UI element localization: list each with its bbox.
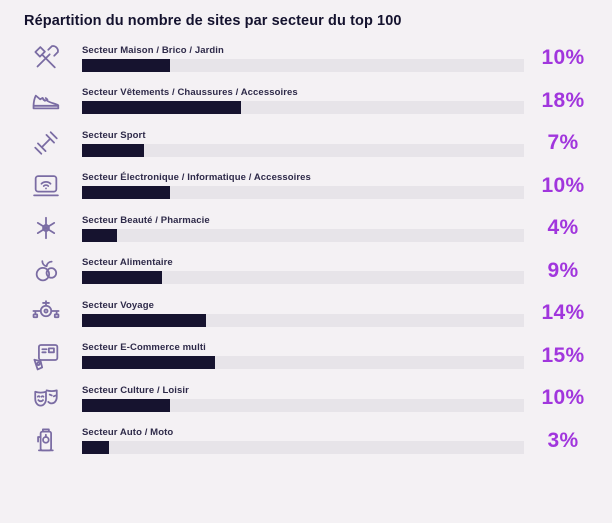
dumbbell-icon (24, 126, 68, 160)
bar-fill (82, 186, 171, 200)
laptop-wifi-icon (24, 169, 68, 203)
sector-label: Secteur Alimentaire (82, 257, 173, 269)
bar-track (82, 271, 524, 285)
bar-fill (82, 271, 162, 285)
percent-value: 15% (541, 343, 585, 367)
bar-track (82, 441, 524, 455)
sector-label: Secteur Sport (82, 129, 146, 141)
percent-value: 4% (547, 216, 579, 240)
sector-label: Secteur Électronique / Informatique / Ac… (82, 172, 311, 184)
chart-row: Secteur Maison / Brico / Jardin 10% (0, 37, 612, 80)
percent-value: 10% (541, 386, 585, 410)
chart-row: Secteur Sport 7% (0, 122, 612, 165)
bar-fill (82, 101, 242, 115)
bar-track (82, 58, 524, 72)
bar-track (82, 228, 524, 242)
percent-value: 18% (541, 88, 585, 112)
chart-row: Secteur Culture / Loisir 10% (0, 377, 612, 420)
sector-label: Secteur Culture / Loisir (82, 384, 189, 396)
chart-row: Secteur Alimentaire 9% (0, 250, 612, 293)
bar-track (82, 356, 524, 370)
percent-value: 10% (541, 173, 585, 197)
chart-row: Secteur Électronique / Informatique / Ac… (0, 165, 612, 208)
bar-fill (82, 143, 144, 157)
bar-chart: Secteur Maison / Brico / Jardin 10% Sect… (0, 37, 612, 462)
sector-label: Secteur Voyage (82, 299, 154, 311)
bar-fill (82, 58, 171, 72)
bar-track (82, 398, 524, 412)
bar-fill (82, 228, 118, 242)
airplane-icon (24, 296, 68, 330)
bar-track (82, 313, 524, 327)
bar-track (82, 143, 524, 157)
bar-track (82, 101, 524, 115)
bar-fill (82, 441, 109, 455)
fuel-pump-icon (24, 424, 68, 458)
sector-label: Secteur E-Commerce multi (82, 342, 206, 354)
bar-fill (82, 398, 171, 412)
sector-label: Secteur Vêtements / Chaussures / Accesso… (82, 87, 298, 99)
percent-value: 10% (541, 46, 585, 70)
bar-track (82, 186, 524, 200)
food-icon (24, 254, 68, 288)
chart-row: Secteur Beauté / Pharmacie 4% (0, 207, 612, 250)
medical-cross-icon (24, 211, 68, 245)
percent-value: 7% (547, 131, 579, 155)
percent-value: 9% (547, 258, 579, 282)
sector-label: Secteur Auto / Moto (82, 427, 174, 439)
bar-fill (82, 313, 206, 327)
chart-row: Secteur Voyage 14% (0, 292, 612, 335)
ecommerce-icon (24, 339, 68, 373)
percent-value: 3% (547, 428, 579, 452)
sector-label: Secteur Beauté / Pharmacie (82, 214, 210, 226)
chart-row: Secteur Vêtements / Chaussures / Accesso… (0, 80, 612, 123)
sector-label: Secteur Maison / Brico / Jardin (82, 44, 224, 56)
percent-value: 14% (541, 301, 585, 325)
chart-row: Secteur Auto / Moto 3% (0, 420, 612, 463)
theater-masks-icon (24, 381, 68, 415)
tools-icon (24, 41, 68, 75)
chart-row: Secteur E-Commerce multi 15% (0, 335, 612, 378)
bar-fill (82, 356, 215, 370)
page-title: Répartition du nombre de sites par secte… (24, 13, 402, 29)
sneaker-icon (24, 84, 68, 118)
